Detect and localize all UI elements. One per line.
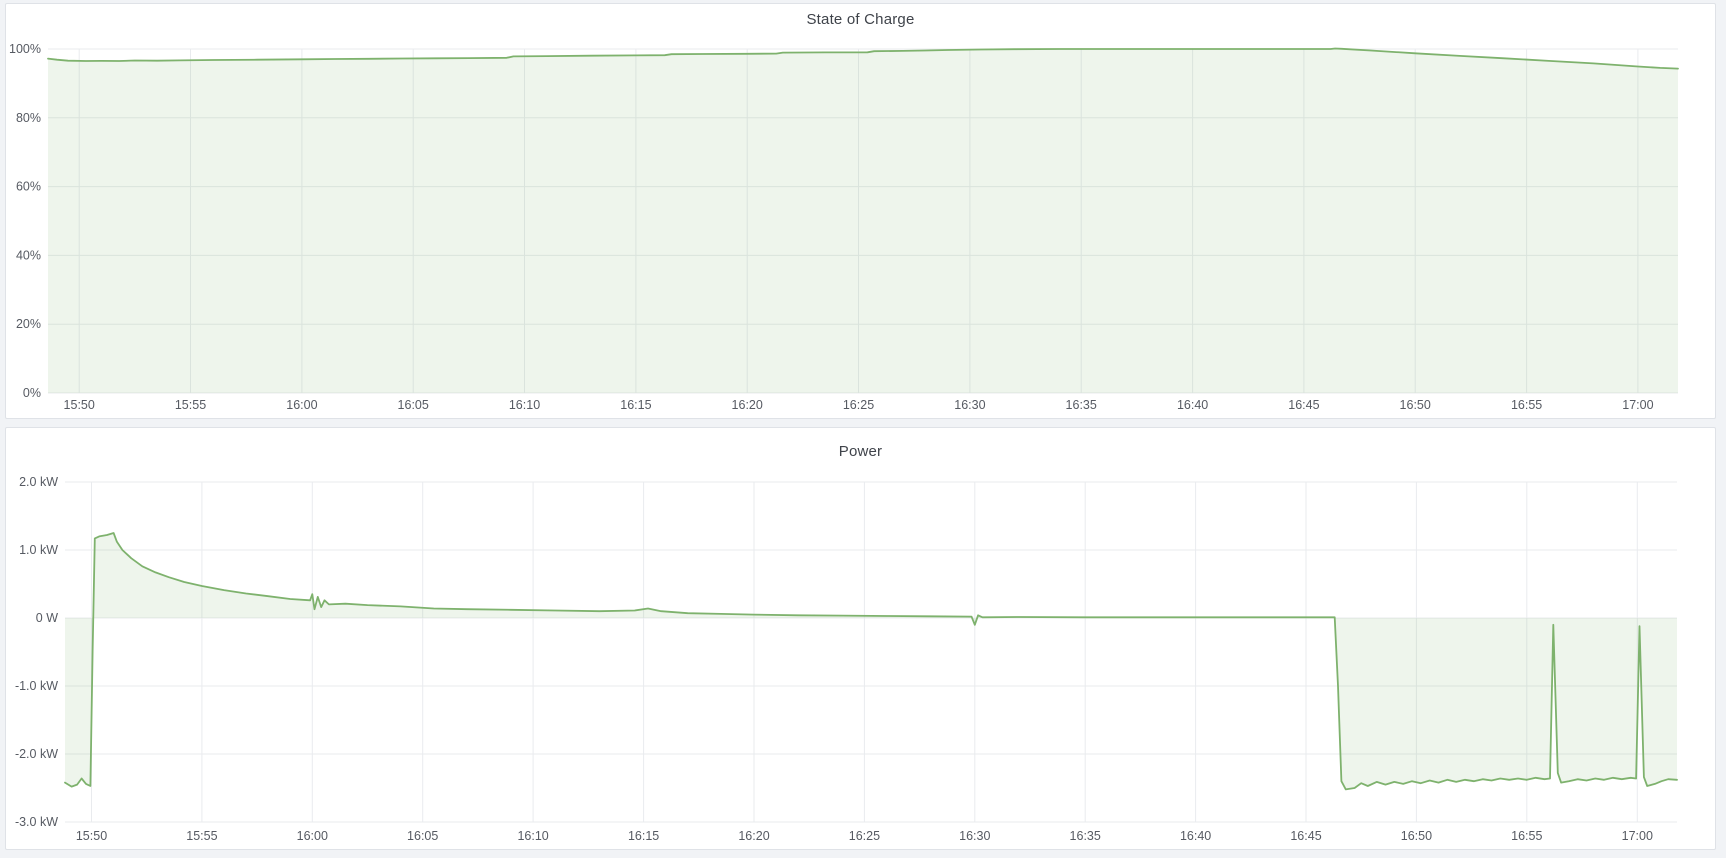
x-tick-label: 16:30 xyxy=(959,829,990,843)
state-of-charge-panel: State of Charge 0% 20% 40% 60% 80% 100% 15:50 1… xyxy=(5,3,1716,419)
x-tick-label: 16:35 xyxy=(1066,398,1097,412)
power-panel: Power -3.0 kW -2.0 kW -1.0 kW 0 W 1.0 kW 2.0 … xyxy=(5,427,1716,850)
y-tick-label: 1.0 kW xyxy=(19,543,58,557)
x-tick-label: 16:10 xyxy=(509,398,540,412)
soc-series-line xyxy=(47,47,1679,70)
x-tick-label: 16:05 xyxy=(407,829,438,843)
x-tick-label: 16:00 xyxy=(286,398,317,412)
x-tick-label: 16:40 xyxy=(1180,829,1211,843)
x-tick-label: 15:50 xyxy=(64,398,95,412)
x-tick-label: 16:35 xyxy=(1070,829,1101,843)
x-tick-label: 16:25 xyxy=(849,829,880,843)
y-tick-label: 2.0 kW xyxy=(19,475,58,489)
power-plot-svg: -3.0 kW -2.0 kW -1.0 kW 0 W 1.0 kW 2.0 kW 15:5… xyxy=(15,475,1678,843)
x-tick-label: 16:50 xyxy=(1400,398,1431,412)
x-tick-label: 16:20 xyxy=(732,398,763,412)
power-series-fill xyxy=(65,533,1677,790)
y-tick-label: 100% xyxy=(9,42,41,56)
x-tick-label: 16:10 xyxy=(517,829,548,843)
x-tick-label: 17:00 xyxy=(1622,829,1653,843)
soc-plot-svg: 0% 20% 40% 60% 80% 100% 15:50 15:55 16:00 16:05 16… xyxy=(9,42,1679,412)
panel-title-power[interactable]: Power xyxy=(6,428,1715,464)
x-tick-label: 16:15 xyxy=(628,829,659,843)
y-tick-label: 20% xyxy=(16,317,41,331)
y-tick-label: 80% xyxy=(16,111,41,125)
state-of-charge-chart[interactable]: 0% 20% 40% 60% 80% 100% 15:50 15:55 16:00 16:05 16… xyxy=(6,34,1715,418)
x-tick-label: 16:20 xyxy=(738,829,769,843)
x-tick-label: 16:30 xyxy=(954,398,985,412)
x-tick-label: 16:05 xyxy=(398,398,429,412)
x-tick-label: 15:50 xyxy=(76,829,107,843)
x-tick-label: 16:00 xyxy=(297,829,328,843)
x-tick-label: 16:55 xyxy=(1511,398,1542,412)
power-series-line xyxy=(64,532,1678,791)
y-tick-label: 0% xyxy=(23,386,41,400)
x-tick-label: 17:00 xyxy=(1622,398,1653,412)
x-tick-label: 15:55 xyxy=(186,829,217,843)
x-tick-label: 15:55 xyxy=(175,398,206,412)
x-tick-label: 16:45 xyxy=(1288,398,1319,412)
y-tick-label: 0 W xyxy=(36,611,58,625)
y-tick-label: 40% xyxy=(16,248,41,262)
y-tick-label: -3.0 kW xyxy=(15,815,58,829)
x-tick-label: 16:50 xyxy=(1401,829,1432,843)
power-chart[interactable]: -3.0 kW -2.0 kW -1.0 kW 0 W 1.0 kW 2.0 kW 15:5… xyxy=(6,464,1715,849)
y-tick-label: 60% xyxy=(16,180,41,194)
y-tick-label: -1.0 kW xyxy=(15,679,58,693)
panel-title-state-of-charge[interactable]: State of Charge xyxy=(6,4,1715,34)
y-tick-label: -2.0 kW xyxy=(15,747,58,761)
panel-title-text: Power xyxy=(838,442,883,460)
panel-title-text: State of Charge xyxy=(806,10,915,28)
x-tick-label: 16:25 xyxy=(843,398,874,412)
x-tick-label: 16:55 xyxy=(1511,829,1542,843)
x-tick-label: 16:40 xyxy=(1177,398,1208,412)
x-tick-label: 16:15 xyxy=(620,398,651,412)
soc-series-fill xyxy=(48,48,1678,393)
x-tick-label: 16:45 xyxy=(1290,829,1321,843)
